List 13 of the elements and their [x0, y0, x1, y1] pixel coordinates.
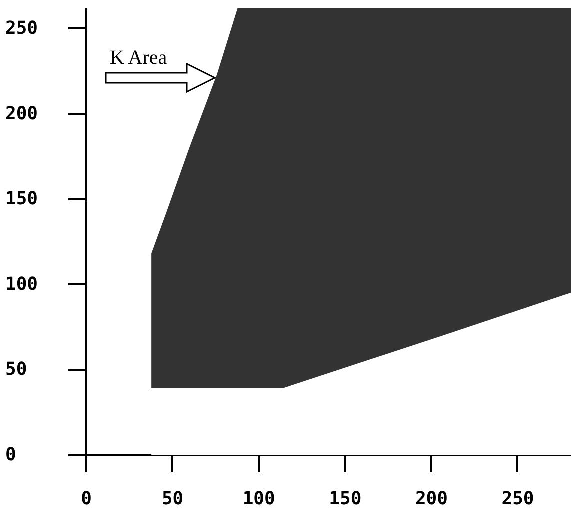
x-tick-label: 0 [81, 488, 92, 510]
y-tick-label: 50 [6, 359, 28, 380]
x-tick-label: 50 [162, 488, 184, 510]
y-tick-label: 100 [6, 274, 38, 295]
x-tick-label: 250 [502, 488, 534, 510]
y-tick-label: 150 [6, 188, 38, 210]
x-tick-label: 150 [329, 488, 362, 510]
x-tick-label: 100 [242, 488, 276, 510]
y-tick-label: 200 [6, 103, 38, 124]
annotation: K Area [110, 46, 168, 69]
y-tick-label: 250 [6, 18, 38, 39]
x-tick-label: 200 [415, 488, 448, 510]
y-tick-label: 0 [6, 444, 16, 466]
